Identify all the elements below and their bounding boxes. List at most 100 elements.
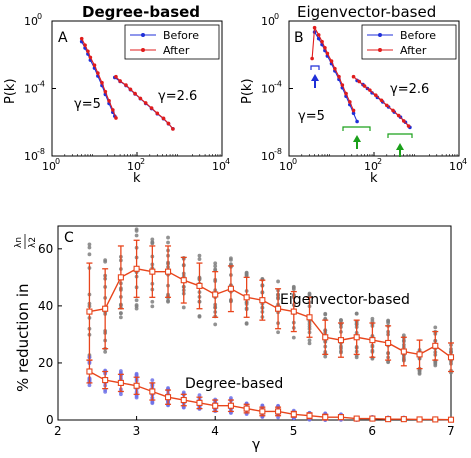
- panel-c-scatter-point: [197, 393, 202, 398]
- panel-b-series-point: [316, 33, 321, 37]
- panel-c-scatter-point: [134, 395, 139, 400]
- panel-c-series-point: [86, 368, 93, 375]
- panel-c-scatter-point: [87, 245, 92, 250]
- panel-c-scatter-point: [134, 298, 139, 303]
- panel-c-series-point: [196, 399, 203, 406]
- panel-b-series-point: [310, 56, 314, 61]
- panel-c-series-point: [385, 416, 392, 423]
- panel-b-xtick-label: 10: [279, 160, 293, 173]
- panel-c-scatter-point: [197, 253, 202, 258]
- panel-a-xtick-exp: 2: [140, 157, 145, 166]
- panel-c-scatter-point: [213, 267, 218, 272]
- panel-c-series-point: [243, 405, 250, 412]
- panel-c-scatter-point: [417, 370, 422, 375]
- panel-b-xlabel: k: [370, 171, 378, 186]
- panel-b-series-point: [340, 83, 345, 87]
- panel-a-gamma-left: γ=5: [74, 97, 101, 112]
- panel-c-scatter-point: [244, 271, 249, 275]
- panel-c-scatter-point: [323, 311, 328, 316]
- panel-c-series-point: [180, 277, 187, 284]
- green-bracket-right: [387, 133, 413, 138]
- panel-c-scatter-point: [134, 373, 139, 377]
- panel-c-scatter-point: [150, 378, 155, 383]
- panel-b-series-point: [391, 108, 395, 113]
- panel-c-scatter-point: [103, 389, 108, 394]
- panel-b-xtick-label: 10: [449, 160, 463, 173]
- panel-c-series-line-0: [89, 268, 452, 358]
- panel-c-scatter-point: [197, 257, 202, 261]
- panel-a-series-point: [79, 36, 84, 41]
- panel-a-series-point: [138, 96, 143, 101]
- panel-c-series-point: [400, 348, 407, 355]
- panel-b-legend-box: [361, 24, 457, 60]
- panel-a-series-point: [166, 121, 171, 126]
- panel-b-ytick-label: 10: [261, 150, 275, 163]
- panel-c-series-point: [306, 412, 313, 419]
- panel-a-ytick-exp: -4: [37, 80, 45, 89]
- panel-b-series-point: [355, 119, 359, 124]
- panel-c-series-point: [117, 379, 124, 386]
- panel-c-scatter-point: [118, 311, 123, 315]
- panel-c-scatter-point: [291, 284, 296, 289]
- panel-a-series-point: [114, 74, 118, 79]
- panel-a-series-point: [107, 99, 111, 103]
- panel-a-series-point: [103, 89, 108, 94]
- panel-c-scatter-point: [307, 292, 312, 297]
- legend-before-label: Before: [163, 29, 199, 42]
- panel-a-series-point: [118, 79, 122, 83]
- panel-c-scatter-point: [276, 415, 280, 420]
- panel-b-series-point: [362, 84, 367, 88]
- panel-b-series-point: [396, 113, 401, 118]
- panel-c-series-point: [290, 411, 297, 418]
- panel-c-series-point: [385, 339, 392, 347]
- panel-c-series-point: [447, 354, 455, 361]
- panel-c-scatter-point: [244, 321, 249, 326]
- panel-b-series-point: [401, 119, 406, 123]
- panel-c: C 2 3 4 5 6 7 0 20 40 60 Eigenvector-based Degree…: [14, 225, 455, 453]
- panel-c-scatter-point: [87, 242, 92, 247]
- panel-c-series-point: [102, 305, 109, 312]
- panel-b-ytick-exp: 0: [274, 12, 279, 21]
- panel-c-scatter-point: [103, 349, 108, 354]
- panel-b-series-point: [368, 88, 372, 92]
- panel-c-scatter-point: [150, 237, 155, 242]
- panel-b-series-point: [333, 66, 337, 71]
- panel-c-series-point: [322, 414, 329, 421]
- panel-c-series-point: [102, 377, 109, 384]
- panel-a-xtick-label: 10: [127, 160, 141, 173]
- panel-c-series-point: [86, 308, 93, 315]
- panel-c-series-point: [180, 396, 187, 404]
- panel-a-series-point: [96, 71, 100, 75]
- panel-c-xtick-label: 7: [447, 424, 455, 438]
- panel-c-series-point: [149, 268, 156, 275]
- panel-b-series-point: [323, 45, 327, 50]
- panel-a-series-point: [111, 108, 115, 112]
- panel-b-gamma-right: γ=2.6: [390, 82, 429, 97]
- panel-c-series-point: [133, 265, 140, 272]
- panel-b-series-point: [379, 98, 384, 103]
- panel-c-series-point: [149, 388, 156, 395]
- panel-c-xtick-label: 5: [290, 424, 298, 438]
- legend-b-before-label: Before: [400, 29, 436, 42]
- blue-arrow-icon: [311, 74, 319, 81]
- blue-bracket: [310, 65, 320, 70]
- panel-c-frac-num: λn: [14, 237, 24, 248]
- panel-b-letter: B: [294, 30, 304, 46]
- panel-c-scatter-point: [213, 322, 218, 327]
- panel-c-scatter-point: [291, 335, 296, 340]
- panel-c-series-point: [227, 285, 234, 292]
- panel-a-ytick-exp: -8: [37, 147, 45, 156]
- panel-c-scatter-point: [150, 299, 155, 304]
- panel-c-series-point: [164, 394, 172, 401]
- panel-c-scatter-point: [339, 318, 343, 322]
- green-arrow-right-icon: [396, 143, 404, 150]
- panel-c-scatter-point: [433, 360, 438, 365]
- panel-a-legend: Before After: [124, 24, 220, 60]
- panel-c-scatter-point: [150, 304, 155, 309]
- panel-c-scatter-point: [166, 235, 170, 240]
- panel-b-xtick-exp: 0: [292, 157, 297, 166]
- panel-c-series-point: [243, 294, 250, 301]
